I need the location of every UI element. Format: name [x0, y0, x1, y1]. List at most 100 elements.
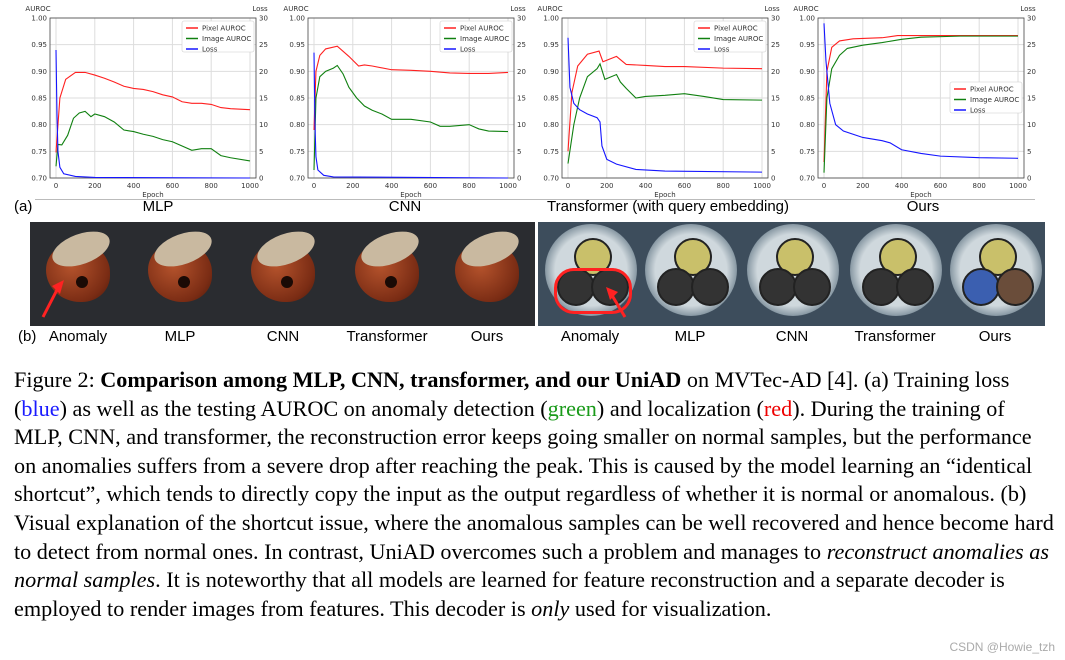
y2-tick-label: 10 — [771, 121, 780, 129]
y2-tick-label: 30 — [771, 15, 780, 23]
series-line-pixel-auroc — [55, 71, 251, 153]
series-line-loss — [823, 23, 1019, 159]
x-tick-label: 0 — [312, 182, 316, 190]
legend-entry: Loss — [970, 107, 986, 115]
y2-tick-label: 10 — [517, 121, 526, 129]
photo-label: Anomaly — [48, 328, 108, 345]
y2-tick-label: 30 — [259, 15, 268, 23]
plot-frame — [561, 17, 769, 179]
y2-tick-label: 25 — [259, 41, 268, 49]
caption-segment: on MVTec-AD [4]. (a) Training loss ( — [14, 367, 1010, 421]
y-tick-label: 0.95 — [799, 41, 815, 49]
hazelnut-image-ours — [437, 222, 537, 326]
x-tick-label: 200 — [88, 182, 101, 190]
y-tick-label: 0.80 — [543, 121, 559, 129]
y-tick-label: 0.95 — [31, 41, 47, 49]
x-axis-label: Epoch — [142, 191, 163, 199]
legend-entry: Image AUROC — [202, 35, 251, 43]
legend-entry: Pixel AUROC — [970, 86, 1014, 94]
x-tick-label: 600 — [934, 182, 947, 190]
y2-tick-label: 30 — [1027, 15, 1036, 23]
x-tick-label: 1000 — [241, 182, 259, 190]
panel-b-tag: (b) — [18, 328, 37, 345]
y-axis-label: AUROC — [793, 5, 818, 13]
legend-entry: Pixel AUROC — [714, 25, 758, 33]
legend-entry: Loss — [202, 46, 218, 54]
x-tick-label: 800 — [973, 182, 986, 190]
photo-label: MLP — [674, 328, 706, 345]
legend-box — [693, 20, 767, 53]
y-tick-label: 0.90 — [31, 68, 47, 76]
subtitle-cnn: CNN — [388, 198, 422, 215]
y2-tick-label: 5 — [259, 148, 263, 156]
y2-tick-label: 10 — [1027, 121, 1036, 129]
plot-frame — [307, 17, 515, 179]
y-tick-label: 0.70 — [31, 175, 47, 183]
photo-label: MLP — [164, 328, 196, 345]
y2-tick-label: 0 — [259, 175, 263, 183]
y2-tick-label: 25 — [771, 41, 780, 49]
legend-box — [181, 20, 255, 53]
watermark: CSDN @Howie_tzh — [949, 640, 1055, 654]
series-line-image-auroc — [567, 62, 763, 164]
y-tick-label: 0.85 — [31, 95, 47, 103]
legend-entry: Pixel AUROC — [202, 25, 246, 33]
y-axis-label: AUROC — [25, 5, 50, 13]
series-line-image-auroc — [313, 64, 509, 171]
x-tick-label: 200 — [346, 182, 359, 190]
y-tick-label: 0.90 — [799, 68, 815, 76]
y-tick-label: 0.90 — [289, 68, 305, 76]
legend-box — [439, 20, 513, 53]
y-tick-label: 0.90 — [543, 68, 559, 76]
caption-segment: . It is noteworthy that all models are l… — [14, 567, 1005, 621]
legend-entry: Loss — [460, 46, 476, 54]
subtitle-transformer: Transformer (with query embedding) — [546, 198, 790, 215]
y2-tick-label: 20 — [771, 68, 780, 76]
caption-segment: only — [531, 595, 570, 621]
chart-0 — [49, 17, 257, 179]
y-tick-label: 0.70 — [289, 175, 305, 183]
y-tick-label: 0.85 — [543, 95, 559, 103]
chart-1 — [307, 17, 515, 179]
subtitle-mlp: MLP — [142, 198, 174, 215]
legend-entry: Image AUROC — [460, 35, 509, 43]
caption-segment: ) as well as the testing AUROC on anomal… — [59, 395, 548, 421]
x-tick-label: 1000 — [499, 182, 517, 190]
caption-segment: ). During the training of MLP, CNN, and … — [14, 395, 1054, 564]
legend-box — [949, 81, 1023, 114]
x-tick-label: 800 — [463, 182, 476, 190]
x-tick-label: 400 — [127, 182, 140, 190]
legend-entry: Loss — [714, 46, 730, 54]
caption-segment: blue — [21, 395, 60, 421]
y-tick-label: 0.80 — [31, 121, 47, 129]
photo-label: Ours — [470, 328, 504, 345]
caption-segment: red — [763, 395, 793, 421]
y-tick-label: 0.75 — [31, 148, 47, 156]
y2-tick-label: 25 — [517, 41, 526, 49]
y2-tick-label: 10 — [259, 121, 268, 129]
series-line-loss — [567, 37, 763, 173]
photo-label: Ours — [978, 328, 1012, 345]
cable-image-cnn — [742, 222, 842, 326]
subtitle-ours: Ours — [906, 198, 940, 215]
y2-tick-label: 20 — [1027, 68, 1036, 76]
x-axis-label: Epoch — [400, 191, 421, 199]
x-tick-label: 0 — [566, 182, 570, 190]
cable-image-transformer — [845, 222, 945, 326]
y-tick-label: 0.95 — [543, 41, 559, 49]
x-axis-label: Epoch — [910, 191, 931, 199]
chart-2 — [561, 17, 769, 179]
series-line-pixel-auroc — [567, 50, 763, 152]
y2-tick-label: 5 — [1027, 148, 1031, 156]
series-line-image-auroc — [823, 35, 1018, 173]
y-axis-label: AUROC — [537, 5, 562, 13]
caption-segment: ) and localization ( — [596, 395, 764, 421]
x-axis-label: Epoch — [654, 191, 675, 199]
x-tick-label: 1000 — [753, 182, 771, 190]
photo-label: CNN — [775, 328, 809, 345]
x-tick-label: 400 — [895, 182, 908, 190]
y2-tick-label: 25 — [1027, 41, 1036, 49]
x-tick-label: 600 — [424, 182, 437, 190]
y2-tick-label: 5 — [517, 148, 521, 156]
y2-axis-label: Loss — [1020, 5, 1036, 13]
